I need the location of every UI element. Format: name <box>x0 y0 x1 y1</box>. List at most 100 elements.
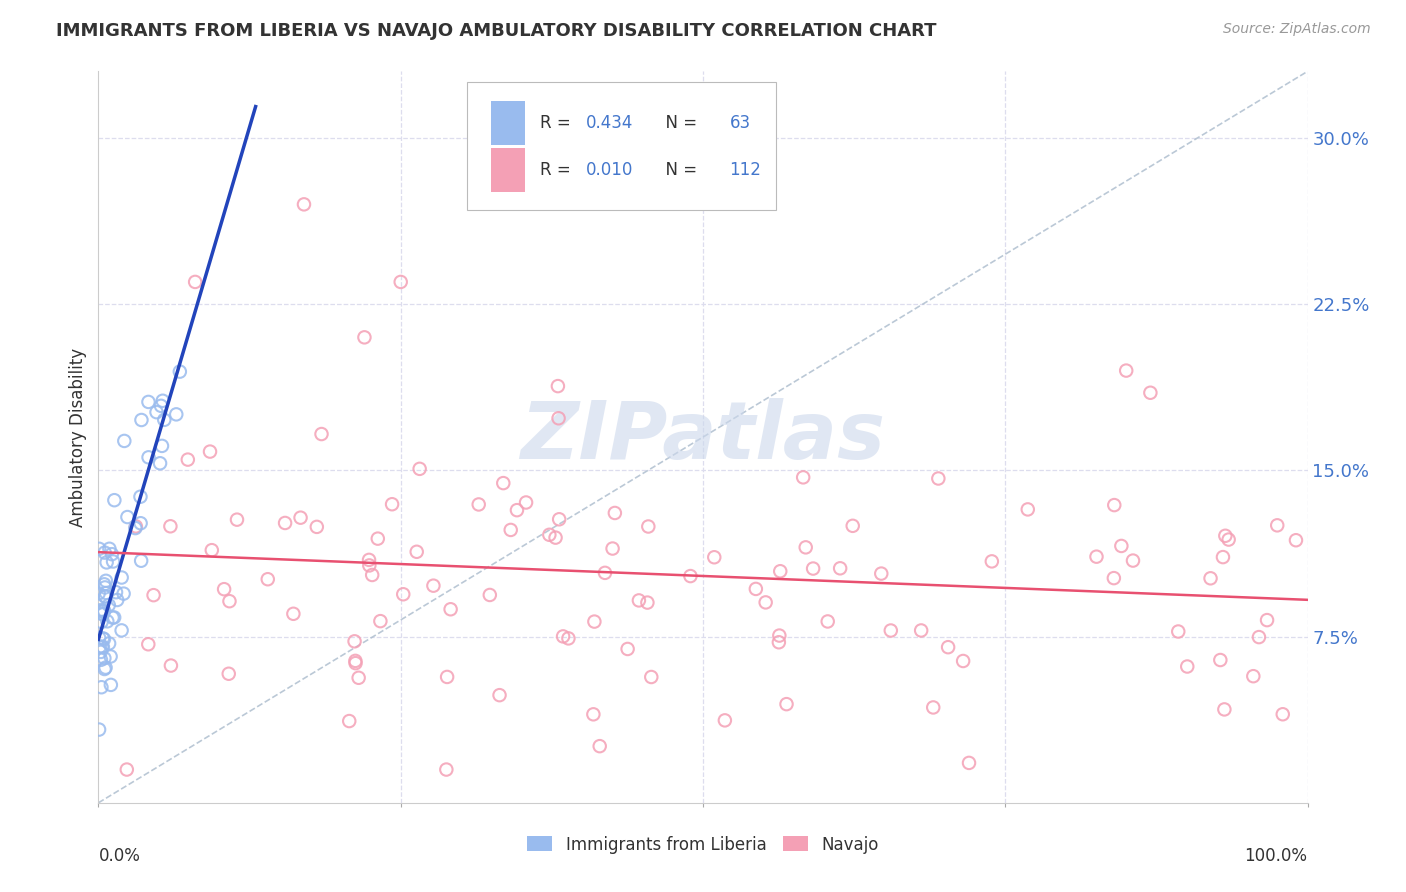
Point <box>841 518 863 533</box>
Point <box>94 590 117 604</box>
Point <box>111 624 134 638</box>
Point <box>90 645 112 659</box>
Point <box>112 434 135 448</box>
Text: ZIPatlas: ZIPatlas <box>520 398 886 476</box>
Point <box>408 462 430 476</box>
Point <box>138 395 160 409</box>
Point <box>381 497 404 511</box>
Text: IMMIGRANTS FROM LIBERIA VS NAVAJO AMBULATORY DISABILITY CORRELATION CHART: IMMIGRANTS FROM LIBERIA VS NAVAJO AMBULA… <box>56 22 936 40</box>
Point <box>434 763 457 777</box>
Point <box>547 411 569 425</box>
Point <box>159 519 181 533</box>
Text: N =: N = <box>655 161 702 179</box>
Point <box>212 582 235 597</box>
Point <box>198 444 221 458</box>
Point <box>830 561 852 575</box>
Point <box>488 688 510 702</box>
Point <box>98 636 121 650</box>
Point <box>290 510 312 524</box>
Point <box>160 658 183 673</box>
Point <box>627 593 650 607</box>
Point <box>226 513 249 527</box>
Point <box>90 653 112 667</box>
Point <box>94 589 117 603</box>
Point <box>89 541 111 556</box>
Point <box>557 632 579 646</box>
Point <box>405 545 427 559</box>
Point <box>201 543 224 558</box>
Point <box>94 660 117 674</box>
Point <box>100 649 122 664</box>
Point <box>138 450 160 465</box>
Point <box>169 365 191 379</box>
Point <box>714 714 737 728</box>
Point <box>703 550 725 565</box>
Point <box>467 498 489 512</box>
Point <box>439 602 461 616</box>
Point <box>90 680 112 694</box>
Point <box>91 607 114 621</box>
Point <box>589 739 612 753</box>
Point <box>1122 553 1144 567</box>
Point <box>679 569 702 583</box>
Point <box>347 671 370 685</box>
FancyBboxPatch shape <box>467 82 776 211</box>
Point <box>129 516 152 531</box>
Point <box>105 585 128 599</box>
Point <box>305 520 328 534</box>
Point <box>1102 571 1125 585</box>
Point <box>93 546 115 560</box>
Text: 0.0%: 0.0% <box>98 847 141 864</box>
Point <box>478 588 501 602</box>
Point <box>544 531 567 545</box>
Point <box>91 604 114 618</box>
Point <box>952 654 974 668</box>
Point <box>768 629 790 643</box>
Point <box>361 568 384 582</box>
Point <box>93 662 115 676</box>
Point <box>153 413 176 427</box>
Point <box>344 654 367 668</box>
Point <box>957 756 980 770</box>
Point <box>582 707 605 722</box>
Point <box>90 603 112 617</box>
Point <box>96 615 118 629</box>
Point <box>150 439 173 453</box>
Point <box>136 637 159 651</box>
Point <box>91 632 114 646</box>
Point <box>1115 363 1137 377</box>
Point <box>870 566 893 581</box>
Point <box>89 631 111 645</box>
Point <box>1111 539 1133 553</box>
Point <box>101 554 124 568</box>
Point <box>367 532 389 546</box>
Point <box>1218 533 1240 547</box>
Point <box>1215 529 1237 543</box>
Point <box>97 598 120 612</box>
Point <box>499 523 522 537</box>
Point <box>274 516 297 530</box>
Point <box>636 596 658 610</box>
Point <box>583 615 606 629</box>
Point <box>150 399 173 413</box>
Point <box>357 553 380 567</box>
Text: 100.0%: 100.0% <box>1244 847 1308 864</box>
Point <box>392 587 415 601</box>
Point <box>111 570 134 584</box>
Point <box>1285 533 1308 548</box>
Point <box>218 666 240 681</box>
Point <box>1139 385 1161 400</box>
Point <box>124 521 146 535</box>
Text: 112: 112 <box>730 161 762 179</box>
Point <box>101 547 124 561</box>
Point <box>910 624 932 638</box>
Point <box>94 574 117 588</box>
Point <box>93 632 115 646</box>
Point <box>292 197 315 211</box>
Point <box>101 610 124 624</box>
Point <box>603 506 626 520</box>
Point <box>922 700 945 714</box>
Bar <box>492 148 526 192</box>
Point <box>1209 653 1232 667</box>
Point <box>337 714 360 728</box>
